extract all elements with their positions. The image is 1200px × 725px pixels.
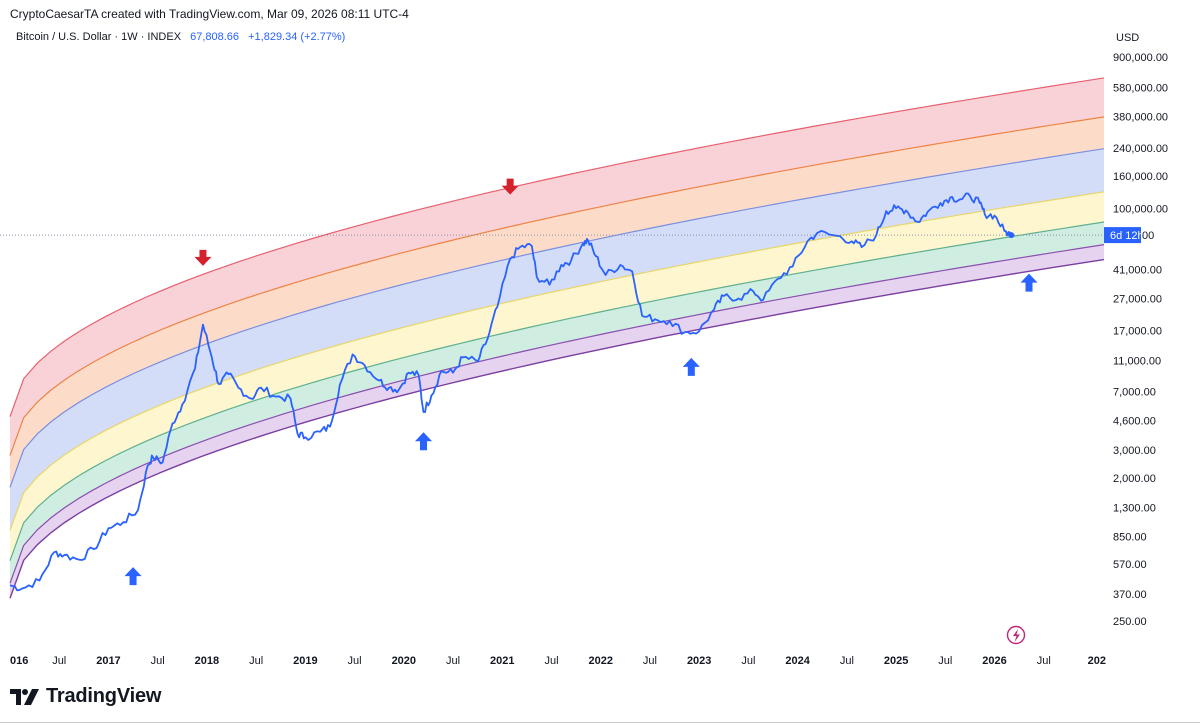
- time-axis: 016 Jul 2017 Jul 2018 Jul 2019 Jul 2020 Jul 2021 Ju…: [10, 655, 1106, 667]
- x-tick-label: Jul: [938, 655, 952, 667]
- band-yellow: [10, 191, 1104, 561]
- x-tick-label: Jul: [544, 655, 558, 667]
- y-tick-label: 580,000.00: [1113, 82, 1168, 94]
- arrow-up-icon: [124, 567, 142, 586]
- x-tick-label: Jul: [1037, 655, 1051, 667]
- bottom-divider: [0, 722, 1200, 723]
- x-tick-label: 2017: [96, 655, 120, 667]
- x-tick-label: Jul: [249, 655, 263, 667]
- lightning-icon[interactable]: [1006, 625, 1026, 645]
- tradingview-wordmark: TradingView: [46, 685, 162, 707]
- band-orange: [10, 116, 1104, 488]
- y-tick-label: 100,000.00: [1113, 203, 1168, 215]
- x-tick-label: 2021: [490, 655, 514, 667]
- symbol-legend: Bitcoin / U.S. Dollar · 1W · INDEX 67,80…: [16, 31, 345, 43]
- price-axis: 900,000.00 580,000.00 380,000.00 240,000.00…: [1113, 52, 1168, 628]
- countdown-badge: [1104, 227, 1141, 244]
- y-tick-label: 900,000.00: [1113, 52, 1168, 64]
- x-tick-label: Jul: [741, 655, 755, 667]
- band-red: [10, 77, 1104, 456]
- annotation-arrows: [124, 178, 1038, 586]
- band-green: [10, 221, 1104, 584]
- symbol-name: Bitcoin / U.S. Dollar · 1W · INDEX: [16, 31, 182, 43]
- countdown-price-suffix: 00: [1142, 230, 1154, 242]
- x-tick-label: Jul: [643, 655, 657, 667]
- x-tick-label: 016: [10, 655, 28, 667]
- last-price-dot: [1008, 232, 1015, 239]
- y-tick-label: 3,000.00: [1113, 445, 1156, 457]
- y-tick-label: 1,300.00: [1113, 502, 1156, 514]
- x-tick-label: 2020: [392, 655, 416, 667]
- x-tick-label: 2026: [982, 655, 1006, 667]
- tradingview-logo[interactable]: TradingView: [10, 685, 161, 708]
- y-tick-label: 4,600.00: [1113, 415, 1156, 427]
- band-edge-bottom: [9, 258, 1105, 599]
- y-tick-label: 570.00: [1113, 559, 1147, 571]
- x-tick-label: 202: [1088, 655, 1106, 667]
- arrow-down-icon: [501, 178, 519, 195]
- x-tick-label: 2018: [195, 655, 219, 667]
- x-tick-label: 2019: [293, 655, 317, 667]
- price-chart[interactable]: 900,000.00 580,000.00 380,000.00 240,000.00…: [0, 0, 1200, 680]
- arrow-up-icon: [415, 432, 433, 451]
- tradingview-logo-icon: [10, 688, 39, 705]
- x-tick-label: 2025: [884, 655, 908, 667]
- x-tick-label: 2022: [588, 655, 612, 667]
- price-series: [0, 192, 1104, 592]
- countdown-text: 6d 12h: [1110, 230, 1144, 242]
- last-price: 67,808.66: [190, 31, 240, 43]
- x-tick-label: Jul: [348, 655, 362, 667]
- band-blue: [10, 148, 1104, 531]
- x-tick-label: 2024: [785, 655, 810, 667]
- btc-price-line: [9, 192, 1013, 592]
- y-tick-label: 27,000.00: [1113, 294, 1162, 306]
- band-edge-red: [9, 77, 1105, 417]
- y-tick-label: 380,000.00: [1113, 111, 1168, 123]
- arrow-up-icon: [682, 357, 700, 376]
- y-tick-label: 2,000.00: [1113, 473, 1156, 485]
- y-tick-label: 240,000.00: [1113, 143, 1168, 155]
- y-tick-label: 7,000.00: [1113, 386, 1156, 398]
- arrow-down-icon: [194, 249, 212, 266]
- x-tick-label: Jul: [52, 655, 66, 667]
- bolt-glyph: [1013, 629, 1020, 642]
- y-tick-label: 250.00: [1113, 616, 1147, 628]
- x-tick-label: Jul: [446, 655, 460, 667]
- price-change: +1,829.34 (+2.77%): [248, 31, 346, 43]
- rainbow-bands: [9, 77, 1105, 599]
- arrow-up-icon: [1020, 273, 1038, 292]
- x-tick-label: 2023: [687, 655, 711, 667]
- band-edge-yellow: [9, 191, 1105, 531]
- x-tick-label: Jul: [840, 655, 854, 667]
- band-edge-green: [9, 221, 1105, 561]
- y-tick-label: 370.00: [1113, 589, 1147, 601]
- band-edge-purple: [9, 244, 1105, 584]
- y-tick-label: 41,000.00: [1113, 265, 1162, 277]
- x-tick-label: Jul: [151, 655, 165, 667]
- y-tick-label: 850.00: [1113, 532, 1147, 544]
- currency-label[interactable]: USD: [1116, 32, 1140, 44]
- band-edge-orange: [9, 116, 1105, 456]
- y-tick-label: 160,000.00: [1113, 171, 1168, 183]
- y-tick-label: 11,000.00: [1113, 355, 1161, 367]
- band-edge-blue: [9, 148, 1105, 488]
- chart-credit: CryptoCaesarTA created with TradingView.…: [10, 7, 409, 21]
- y-tick-label: 17,000.00: [1113, 325, 1162, 337]
